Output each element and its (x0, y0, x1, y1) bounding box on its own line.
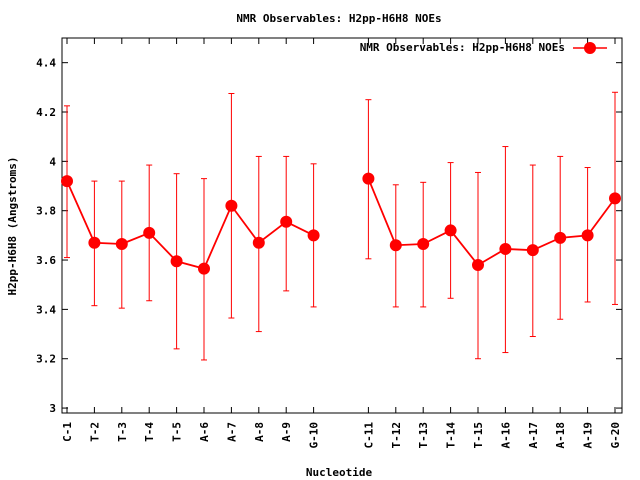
y-tick-label: 3.4 (36, 303, 56, 316)
data-point (472, 258, 484, 271)
y-tick-label: 4.4 (36, 57, 56, 70)
data-point (554, 231, 567, 244)
plot-frame (61, 37, 623, 414)
data-point (198, 262, 210, 275)
data-point (61, 175, 73, 188)
x-tick-label: C-11 (362, 422, 375, 449)
y-tick-label: 3.2 (36, 353, 56, 366)
x-axis: C-1 T-2 T-3 T-4 T-5 A-6 A-7 A-8 A-9 G-10 C-11 T-12 T… (61, 38, 622, 449)
x-tick-label: A-8 (253, 422, 266, 442)
series-points (61, 172, 621, 275)
error-bars (64, 91, 618, 361)
data-point (417, 238, 430, 251)
data-point (252, 236, 265, 249)
x-tick-label: A-9 (280, 422, 293, 442)
data-point (307, 229, 320, 242)
x-tick-label: T-15 (472, 422, 485, 449)
x-axis-label: Nucleotide (306, 466, 373, 479)
x-tick-label: T-4 (143, 422, 156, 442)
legend: NMR Observables: H2pp-H6H8 NOEs (360, 41, 607, 54)
x-tick-label: A-7 (225, 422, 238, 442)
data-point (526, 244, 539, 257)
x-tick-label: T-3 (116, 422, 129, 442)
y-tick-label: 3 (49, 402, 56, 415)
legend-label: NMR Observables: H2pp-H6H8 NOEs (360, 41, 565, 54)
x-tick-label: T-13 (417, 422, 430, 449)
x-tick-label: C-1 (61, 422, 74, 442)
data-point (88, 236, 101, 249)
data-point (609, 192, 621, 205)
y-axis-label: H2pp-H6H8 (Angstroms) (6, 156, 19, 295)
x-tick-label: A-6 (198, 422, 211, 442)
series-line (66, 180, 314, 270)
x-tick-label: A-16 (499, 422, 512, 449)
y-axis: 3 3.2 3.4 3.6 3.8 4 4.2 4.4 (36, 57, 622, 415)
y-tick-label: 4.2 (36, 106, 56, 119)
data-point (143, 226, 156, 239)
data-point (280, 215, 293, 228)
data-point (389, 239, 402, 252)
data-point (170, 255, 183, 268)
x-tick-label: A-19 (582, 422, 595, 449)
data-point (444, 224, 457, 237)
x-tick-label: A-18 (554, 422, 567, 449)
chart-title: NMR Observables: H2pp-H6H8 NOEs (236, 12, 441, 25)
data-point (115, 238, 128, 251)
x-tick-label: G-10 (308, 422, 321, 449)
x-tick-label: T-14 (445, 422, 458, 449)
x-tick-label: T-2 (88, 422, 101, 442)
data-point (581, 229, 594, 242)
data-point (499, 242, 512, 255)
series-line (367, 178, 616, 267)
data-point (225, 199, 238, 212)
data-point (362, 172, 375, 185)
series-lines (66, 178, 616, 270)
x-tick-label: T-5 (171, 422, 184, 442)
legend-marker (584, 42, 596, 54)
x-tick-label: T-12 (390, 422, 403, 449)
y-tick-label: 3.8 (36, 205, 56, 218)
x-tick-label: A-17 (527, 422, 540, 449)
x-tick-label: G-20 (609, 422, 622, 449)
y-tick-label: 4 (49, 155, 56, 168)
y-tick-label: 3.6 (36, 254, 56, 267)
